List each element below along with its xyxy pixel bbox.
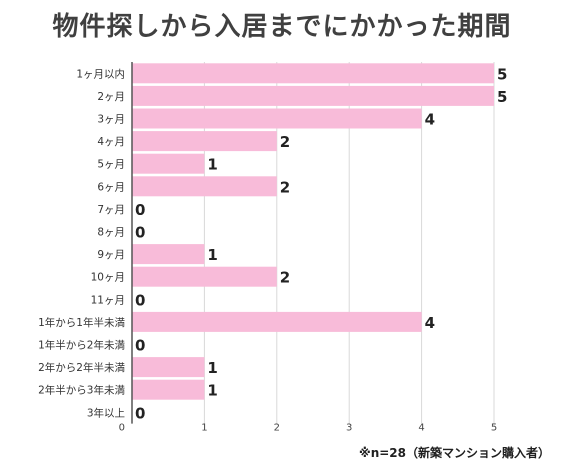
value-label: 0: [135, 404, 145, 422]
value-label: 1: [207, 156, 217, 174]
value-label: 2: [280, 178, 290, 196]
sample-size-note: ※n=28（新築マンション購入者）: [359, 446, 550, 460]
value-label: 5: [497, 88, 507, 106]
category-label: 7ヶ月: [97, 204, 125, 216]
value-label: 1: [207, 246, 217, 264]
bar: [132, 153, 205, 174]
value-label: 4: [425, 314, 435, 332]
category-label: 4ヶ月: [97, 136, 125, 148]
bars: [132, 63, 494, 400]
category-label: 5ヶ月: [97, 159, 125, 171]
category-label: 9ヶ月: [97, 249, 125, 261]
value-label: 1: [207, 359, 217, 377]
x-tick-label: 1: [201, 423, 207, 434]
category-label: 3ヶ月: [97, 114, 125, 126]
value-label: 0: [135, 201, 145, 219]
bar: [132, 311, 422, 332]
x-tick-label: 3: [346, 423, 352, 434]
bar: [132, 357, 205, 378]
category-label: 3年以上: [87, 406, 125, 419]
category-label: 6ヶ月: [97, 181, 125, 193]
x-tick-label: 4: [418, 423, 424, 434]
value-label: 0: [135, 337, 145, 355]
bar: [132, 108, 422, 129]
value-label: 5: [497, 65, 507, 83]
category-label: 8ヶ月: [97, 227, 125, 239]
value-label: 2: [280, 269, 290, 287]
category-label: 1ヶ月以内: [76, 67, 125, 80]
value-label: 0: [135, 224, 145, 242]
bar: [132, 266, 277, 287]
category-label: 1年から1年半未満: [38, 316, 125, 329]
category-label: 2年半から3年未満: [38, 384, 125, 397]
category-label: 11ヶ月: [91, 294, 125, 306]
category-label: 2ヶ月: [97, 91, 125, 103]
bar: [132, 244, 205, 265]
category-label: 1年半から2年未満: [38, 339, 125, 352]
category-label: 2年から2年半未満: [38, 361, 125, 374]
value-label: 2: [280, 133, 290, 151]
value-label: 0: [135, 291, 145, 309]
bar: [132, 63, 494, 84]
bar: [132, 176, 277, 197]
category-label: 10ヶ月: [91, 272, 125, 284]
value-label: 4: [425, 111, 435, 129]
bar: [132, 85, 494, 106]
bar: [132, 379, 205, 400]
x-tick-labels: 0 1 2 3 4 5: [119, 423, 498, 434]
x-tick-label: 0: [119, 423, 125, 434]
value-labels: 5 5 4 2 1 2 0 0 1 2 0 4 0 1 1 0: [135, 65, 507, 422]
category-labels: 1ヶ月以内 2ヶ月 3ヶ月 4ヶ月 5ヶ月 6ヶ月 7ヶ月 8ヶ月 9ヶ月 10ヶ月 11ヶ月 1年か…: [38, 67, 125, 419]
value-label: 1: [207, 382, 217, 400]
x-tick-label: 5: [491, 423, 497, 434]
x-tick-label: 2: [274, 423, 280, 434]
bar: [132, 131, 277, 152]
chart-title: 物件探しから入居までにかかった期間: [52, 12, 512, 42]
